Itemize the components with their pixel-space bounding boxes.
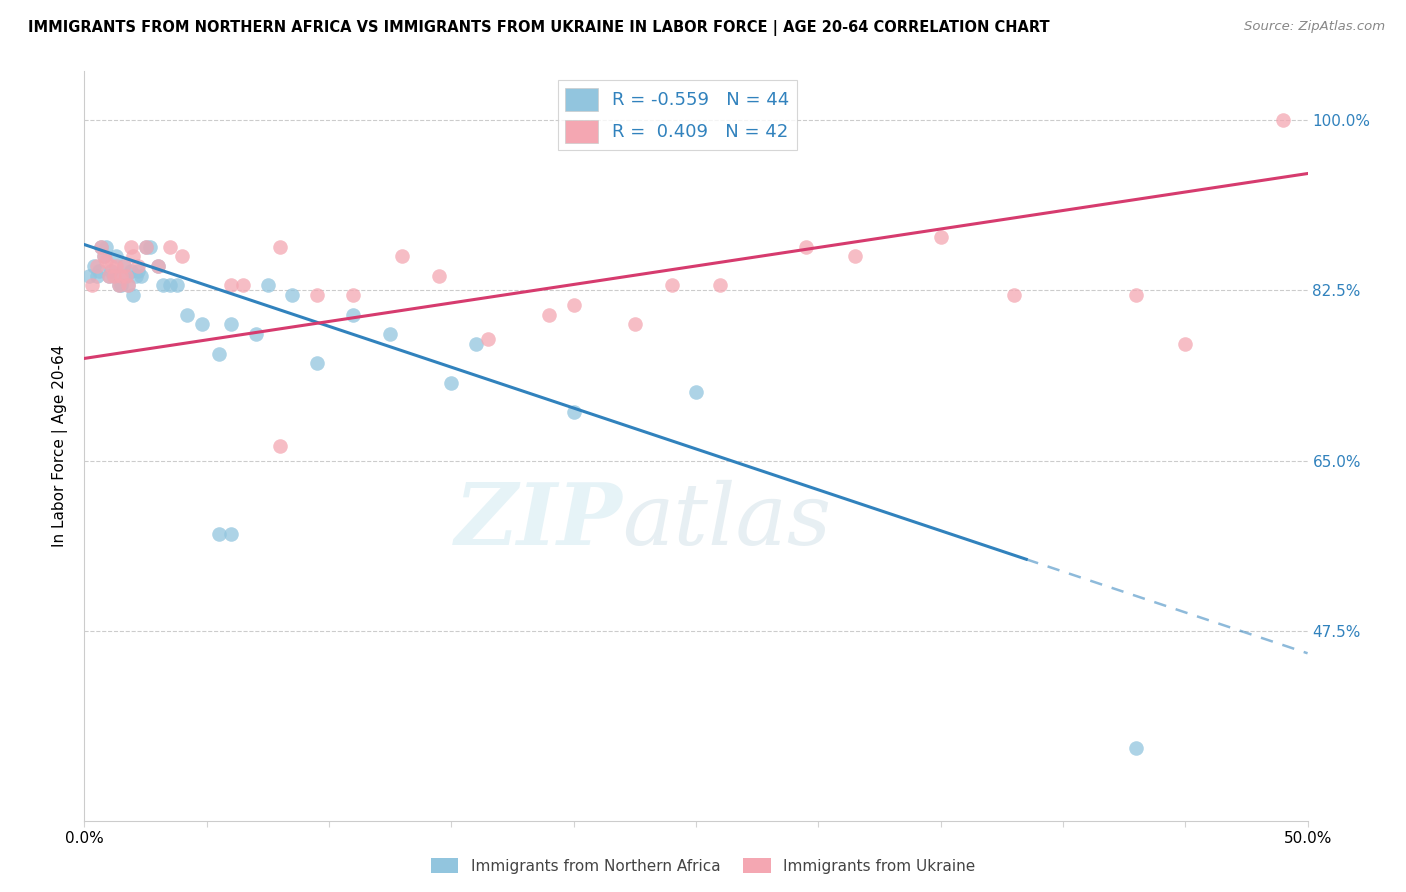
Point: [87, 264, 110, 278]
Point: [464, 336, 486, 351]
Point: [1002, 288, 1025, 302]
Point: [93, 249, 115, 263]
Point: [135, 239, 157, 253]
Point: [127, 264, 149, 278]
Point: [93, 249, 115, 263]
Point: [269, 439, 291, 453]
Point: [83, 259, 105, 273]
Point: [96, 254, 118, 268]
Point: [219, 278, 242, 293]
Point: [342, 288, 364, 302]
Point: [1125, 740, 1147, 755]
Point: [100, 259, 122, 273]
Point: [77, 268, 100, 283]
Point: [844, 249, 866, 263]
Point: [342, 308, 364, 322]
Point: [305, 356, 328, 370]
Point: [103, 268, 125, 283]
Point: [929, 229, 952, 244]
Point: [159, 239, 181, 253]
Point: [562, 298, 585, 312]
Point: [191, 318, 214, 332]
Point: [159, 278, 181, 293]
Point: [86, 259, 108, 273]
Point: [107, 278, 129, 293]
Point: [166, 278, 188, 293]
Point: [172, 249, 194, 263]
Point: [146, 259, 169, 273]
Point: [152, 278, 174, 293]
Point: [127, 259, 149, 273]
Point: [380, 327, 402, 342]
Point: [269, 239, 291, 253]
Point: [245, 327, 267, 342]
Point: [129, 268, 152, 283]
Legend: Immigrants from Northern Africa, Immigrants from Ukraine: Immigrants from Northern Africa, Immigra…: [425, 852, 981, 880]
Point: [122, 249, 145, 263]
Point: [562, 405, 585, 419]
Point: [125, 268, 148, 283]
Text: atlas: atlas: [623, 480, 832, 562]
Point: [117, 278, 139, 293]
Point: [685, 385, 707, 400]
Point: [305, 288, 328, 302]
Point: [391, 249, 413, 263]
Point: [110, 278, 132, 293]
Point: [624, 318, 647, 332]
Point: [1174, 336, 1197, 351]
Point: [112, 259, 135, 273]
Point: [90, 239, 112, 253]
Point: [96, 239, 118, 253]
Point: [219, 318, 242, 332]
Point: [105, 259, 128, 273]
Point: [146, 259, 169, 273]
Point: [80, 278, 103, 293]
Point: [105, 249, 128, 263]
Point: [219, 526, 242, 541]
Point: [1125, 288, 1147, 302]
Point: [208, 526, 231, 541]
Point: [794, 239, 817, 253]
Point: [86, 268, 108, 283]
Point: [538, 308, 561, 322]
Point: [427, 268, 450, 283]
Y-axis label: In Labor Force | Age 20-64: In Labor Force | Age 20-64: [52, 345, 69, 547]
Point: [176, 308, 198, 322]
Point: [115, 268, 138, 283]
Point: [115, 268, 138, 283]
Text: ZIP: ZIP: [454, 479, 623, 563]
Text: IMMIGRANTS FROM NORTHERN AFRICA VS IMMIGRANTS FROM UKRAINE IN LABOR FORCE | AGE : IMMIGRANTS FROM NORTHERN AFRICA VS IMMIG…: [28, 20, 1050, 36]
Point: [709, 278, 731, 293]
Point: [440, 376, 463, 390]
Point: [122, 288, 145, 302]
Text: Source: ZipAtlas.com: Source: ZipAtlas.com: [1244, 20, 1385, 33]
Point: [112, 259, 135, 273]
Point: [97, 268, 120, 283]
Point: [110, 268, 132, 283]
Point: [107, 278, 129, 293]
Point: [90, 239, 112, 253]
Point: [281, 288, 304, 302]
Point: [120, 264, 142, 278]
Point: [103, 268, 125, 283]
Point: [100, 264, 122, 278]
Point: [117, 278, 139, 293]
Legend: R = -0.559   N = 44, R =  0.409   N = 42: R = -0.559 N = 44, R = 0.409 N = 42: [558, 80, 797, 150]
Point: [97, 268, 120, 283]
Point: [208, 346, 231, 360]
Point: [135, 239, 157, 253]
Point: [477, 332, 499, 346]
Point: [232, 278, 254, 293]
Point: [139, 239, 162, 253]
Point: [120, 239, 142, 253]
Point: [661, 278, 683, 293]
Point: [257, 278, 280, 293]
Point: [1272, 113, 1295, 128]
